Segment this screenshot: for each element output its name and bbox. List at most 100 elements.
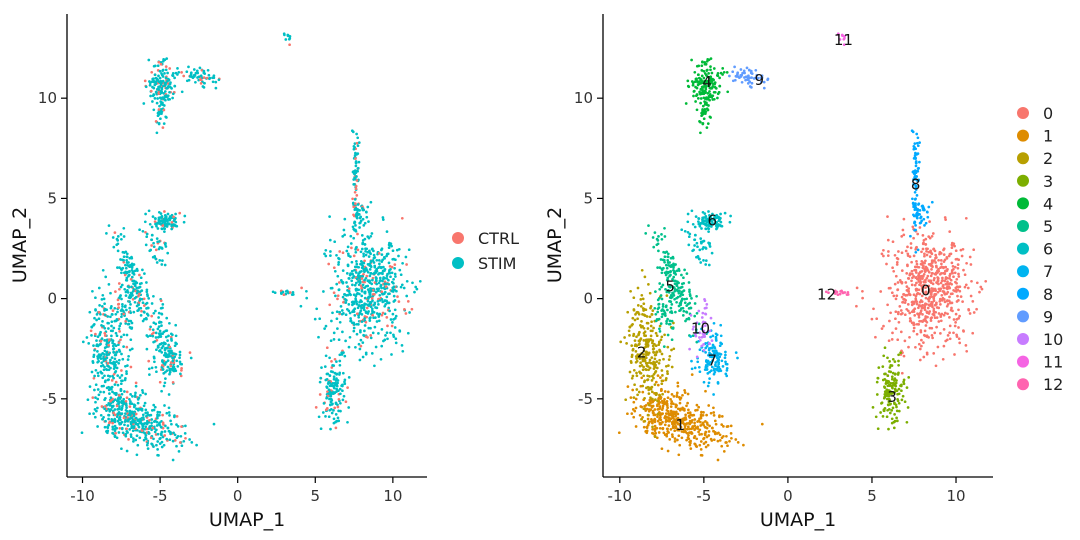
scatter-point	[170, 224, 173, 228]
scatter-point	[906, 277, 910, 280]
scatter-point	[943, 292, 947, 296]
scatter-point	[700, 227, 703, 230]
scatter-point	[657, 306, 661, 309]
scatter-point	[705, 344, 709, 348]
scatter-point	[661, 426, 665, 430]
scatter-point	[634, 350, 638, 353]
scatter-point	[394, 337, 398, 341]
scatter-point	[631, 348, 635, 352]
scatter-point	[893, 253, 897, 257]
scatter-point	[145, 235, 149, 239]
scatter-point	[101, 268, 105, 272]
scatter-point	[706, 108, 710, 112]
scatter-point	[100, 405, 104, 408]
scatter-point	[708, 245, 712, 248]
scatter-point	[102, 324, 105, 328]
scatter-point	[925, 320, 929, 324]
scatter-point	[711, 98, 715, 101]
scatter-point	[668, 261, 671, 264]
cluster-label-5: 5	[665, 278, 675, 296]
scatter-point	[914, 164, 918, 168]
scatter-point	[882, 354, 886, 358]
scatter-point	[664, 287, 667, 291]
scatter-point	[380, 248, 383, 252]
scatter-point	[707, 72, 710, 75]
scatter-point	[146, 441, 150, 445]
scatter-point	[652, 347, 656, 350]
scatter-point	[157, 222, 160, 225]
scatter-point	[99, 340, 103, 343]
scatter-point	[152, 93, 156, 96]
scatter-point	[117, 327, 121, 331]
scatter-point	[626, 385, 630, 388]
scatter-point	[919, 274, 923, 278]
scatter-point	[163, 263, 167, 267]
scatter-point	[635, 371, 638, 375]
scatter-point	[919, 280, 922, 283]
scatter-point	[890, 409, 894, 412]
scatter-point	[387, 261, 391, 265]
scatter-point	[399, 273, 403, 277]
scatter-point	[111, 339, 115, 343]
scatter-point	[957, 275, 961, 278]
scatter-point	[376, 300, 380, 303]
scatter-point	[332, 291, 336, 295]
scatter-point	[358, 347, 362, 351]
scatter-point	[364, 335, 368, 339]
scatter-point	[639, 324, 642, 327]
scatter-point	[361, 242, 364, 246]
scatter-point	[907, 290, 910, 293]
scatter-point	[928, 310, 932, 313]
scatter-point	[677, 453, 681, 457]
scatter-point	[135, 291, 139, 295]
scatter-point	[914, 345, 917, 349]
scatter-point	[719, 212, 722, 216]
scatter-point	[166, 339, 169, 342]
scatter-point	[107, 413, 110, 417]
scatter-point	[725, 71, 729, 74]
scatter-point	[676, 412, 680, 416]
scatter-point	[170, 349, 173, 353]
scatter-point	[671, 255, 675, 259]
scatter-point	[110, 334, 113, 338]
scatter-point	[356, 232, 359, 236]
scatter-point	[698, 433, 701, 436]
scatter-point	[842, 43, 846, 47]
scatter-point	[926, 306, 930, 310]
scatter-point	[286, 34, 290, 37]
scatter-point	[969, 263, 973, 266]
scatter-point	[692, 413, 696, 417]
scatter-point	[129, 291, 133, 295]
scatter-point	[713, 370, 717, 374]
scatter-point	[933, 316, 937, 320]
scatter-point	[900, 371, 904, 375]
scatter-point	[958, 289, 962, 293]
legend-swatch-7	[1017, 265, 1029, 278]
scatter-point	[166, 359, 170, 362]
scatter-point	[937, 258, 940, 262]
scatter-point	[86, 398, 90, 402]
scatter-point	[689, 413, 692, 417]
scatter-point	[199, 78, 202, 81]
scatter-point	[687, 243, 691, 247]
scatter-point	[413, 290, 416, 294]
scatter-point	[114, 380, 118, 384]
scatter-point	[697, 220, 700, 223]
scatter-point	[978, 290, 981, 294]
scatter-point	[700, 316, 704, 319]
scatter-point	[691, 425, 694, 429]
scatter-point	[900, 269, 904, 272]
scatter-point	[654, 431, 658, 435]
scatter-point	[329, 339, 333, 343]
legend-swatch-4	[1017, 197, 1029, 210]
scatter-point	[661, 374, 664, 377]
scatter-point	[665, 319, 668, 323]
scatter-point	[634, 425, 638, 428]
scatter-point	[671, 435, 674, 439]
scatter-point	[132, 279, 136, 283]
scatter-point	[174, 323, 178, 327]
scatter-point	[157, 121, 161, 125]
scatter-point	[964, 283, 968, 287]
scatter-point	[109, 315, 112, 319]
scatter-point	[384, 334, 387, 337]
